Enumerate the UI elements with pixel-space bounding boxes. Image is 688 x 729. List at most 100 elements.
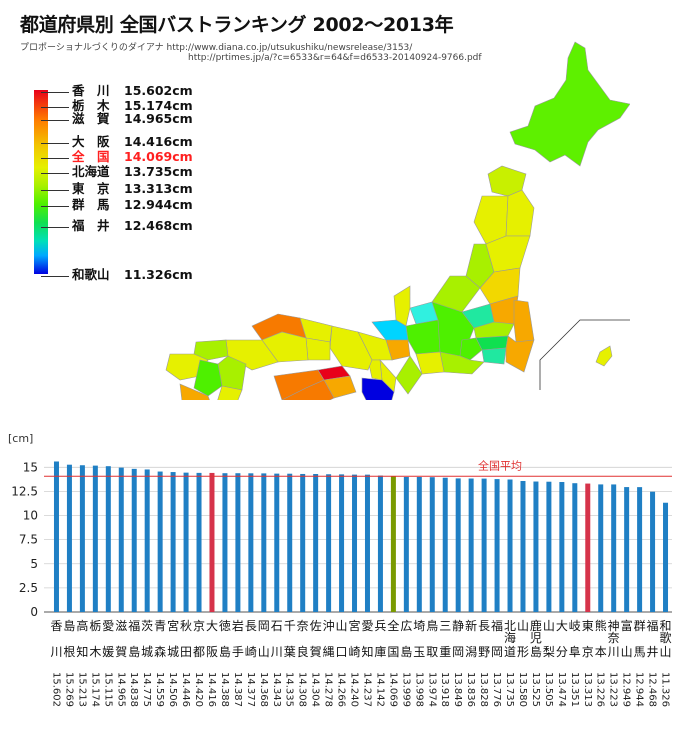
bar-value-label: 13.735 [504, 672, 515, 707]
x-label-line2: 島 [530, 644, 542, 659]
x-label-line2: 知 [361, 645, 373, 659]
x-label-line1: 長 [245, 619, 257, 633]
bar-value-label: 12.468 [647, 672, 658, 707]
x-label-line2: 海 [504, 630, 516, 645]
bar-value-label: 14.069 [387, 672, 398, 707]
x-label-line1: 愛 [102, 619, 114, 633]
legend-prefecture: 滋 賀 [72, 111, 110, 126]
bar-value-label: 15.602 [50, 672, 61, 707]
chart-bars [53, 461, 669, 612]
map-region-ibaraki [513, 299, 535, 343]
bar [598, 484, 604, 612]
bar [559, 482, 565, 612]
legend-tick [41, 206, 69, 207]
bar-value-label: 13.999 [400, 672, 411, 707]
legend-item: 東 京 13.313cm [72, 182, 193, 196]
bar-value-label: 14.446 [180, 672, 191, 707]
legend-tick [41, 107, 69, 108]
bar [546, 481, 552, 612]
chart-gridlines [44, 466, 672, 613]
bar-value-label: 14.368 [258, 672, 269, 707]
bar-value-label: 13.828 [478, 672, 489, 707]
x-label-line1: 新 [465, 618, 477, 633]
legend-tick [41, 120, 69, 121]
bar-value-label: 13.974 [426, 672, 437, 707]
x-label-line2: 崎 [349, 645, 361, 659]
legend-value: 14.069cm [124, 149, 193, 164]
legend-item: 栃 木 15.174cm [72, 99, 193, 113]
legend-value: 13.735cm [124, 164, 193, 179]
x-label-line2: 島 [400, 644, 412, 659]
x-label-line2: 阜 [569, 645, 581, 659]
map-region-fukuoka [193, 339, 229, 361]
x-label-line2: 野 [478, 645, 490, 659]
x-label-line2: 都 [193, 645, 205, 659]
map-region-fukui [371, 319, 409, 341]
legend-tick [41, 190, 69, 191]
legend-tick [41, 173, 69, 174]
source-line-2: http://prtimes.jp/a/?c=6533&r=64&f=d6533… [188, 53, 482, 63]
bar-value-label: 14.240 [349, 672, 360, 707]
bar [118, 467, 124, 612]
x-label-line1: 全 [387, 618, 399, 633]
x-label-line2: 葉 [284, 645, 296, 659]
y-tick-label: 2.5 [19, 581, 38, 595]
bar [416, 476, 422, 612]
x-label-line2: 山 [258, 645, 270, 659]
x-label-line1: 長 [478, 619, 490, 633]
bar [611, 484, 617, 612]
bar-value-label: 14.838 [128, 672, 139, 707]
map-region-kagoshima [179, 383, 210, 400]
bar [624, 487, 630, 612]
legend-prefecture: 全 国 [72, 149, 110, 164]
bar-value-label: 15.269 [63, 672, 74, 707]
x-label-line1: 鳥 [426, 618, 438, 633]
bar [364, 474, 370, 612]
x-label-line2: 城 [141, 645, 153, 659]
x-label-line2: 本 [595, 645, 607, 659]
x-label-line1: 富 [621, 618, 633, 633]
bar-value-label: 14.304 [310, 672, 321, 707]
bar-value-label: 13.351 [569, 672, 580, 707]
bar [53, 461, 59, 612]
bar [442, 477, 448, 612]
bar [131, 468, 137, 612]
x-label-line1: 京 [193, 619, 205, 633]
map-region-wakayama [361, 377, 395, 400]
bar [429, 477, 435, 612]
map-region-mie [395, 355, 423, 395]
legend-item: 香 川 15.602cm [72, 84, 193, 98]
bar-value-label: 14.506 [167, 672, 178, 707]
x-label-line2: 島 [219, 644, 231, 659]
bar [377, 475, 383, 612]
bar-value-label: 12.944 [634, 672, 645, 707]
bar-value-label: 13.474 [556, 672, 567, 707]
bar-value-label: 14.387 [232, 672, 243, 707]
x-label-line2: 田 [180, 645, 192, 659]
x-label-line2: 城 [167, 645, 179, 659]
bar [585, 483, 591, 612]
y-tick-label: 5 [30, 557, 38, 571]
x-label-line1: 三 [439, 619, 451, 633]
x-label-line2: 道 [504, 645, 516, 659]
legend-value: 12.944cm [124, 197, 193, 212]
bar-value-label: 13.836 [465, 672, 476, 707]
x-label-line1: 熊 [595, 618, 607, 633]
bar-value-label: 14.559 [154, 672, 165, 707]
legend-value: 14.416cm [124, 134, 193, 149]
x-label-line1: 青 [154, 619, 166, 633]
x-label-line2: 取 [426, 645, 438, 659]
y-tick-label: 15 [23, 460, 38, 474]
bar-value-label: 12.949 [621, 672, 632, 707]
x-label-line1: 宮 [349, 618, 361, 633]
x-label-line1: 山 [543, 619, 555, 633]
bar [196, 472, 202, 612]
y-tick-label: 0 [30, 605, 38, 619]
x-label-line1: 福 [128, 618, 140, 633]
x-label-line2: 歌 [660, 630, 672, 645]
color-scale-bar [34, 90, 48, 274]
legend-item: 大 阪 14.416cm [72, 135, 193, 149]
bar [650, 491, 656, 612]
bar-value-label: 14.388 [219, 672, 230, 707]
legend-value: 14.965cm [124, 111, 193, 126]
